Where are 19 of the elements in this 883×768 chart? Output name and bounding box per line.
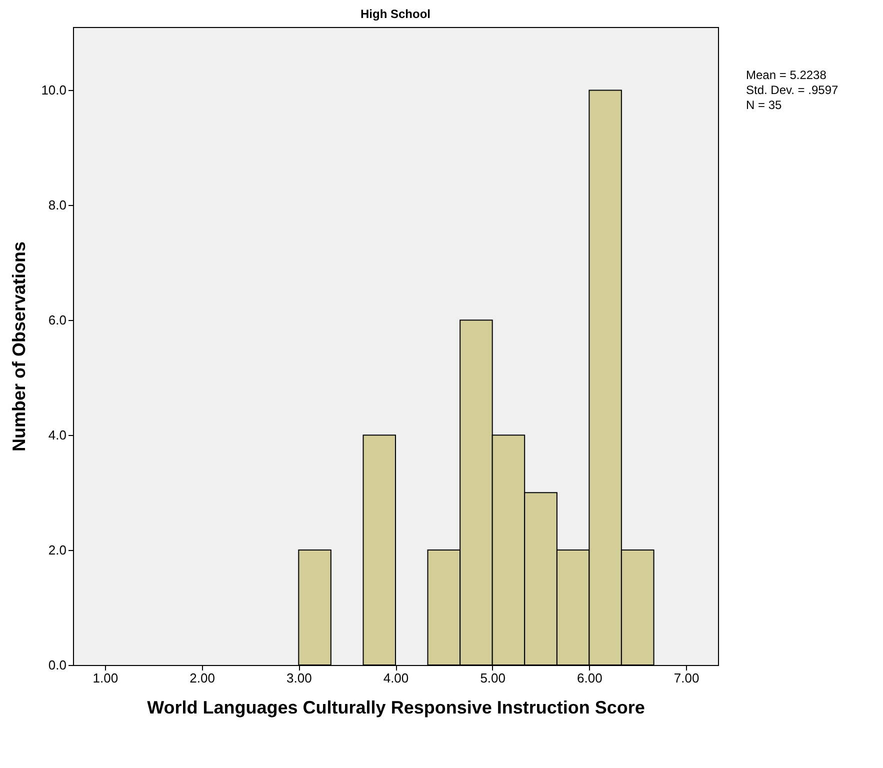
x-tick-label: 7.00 <box>674 670 700 686</box>
y-tick-label: 0.0 <box>48 658 66 672</box>
y-tick-label: 2.0 <box>48 542 66 558</box>
text: Mean = 5.2238 <box>746 68 828 83</box>
text: Std. Dev. = .9597 <box>746 83 838 98</box>
x-tick-label: 4.00 <box>383 670 409 686</box>
x-tick-label: 5.00 <box>480 670 506 686</box>
x-tick-label: 2.00 <box>190 670 215 686</box>
x-tick-label: 1.00 <box>92 670 118 686</box>
x-tick-label: 3.00 <box>286 670 312 686</box>
y-tick-label: 10.0 <box>41 82 66 98</box>
text: N = 35 <box>746 98 783 113</box>
chart-title: High School <box>360 7 430 21</box>
y-tick-label: 8.0 <box>48 198 66 213</box>
y-tick-label: 6.0 <box>48 312 66 328</box>
y-tick-label: 4.0 <box>48 428 66 443</box>
x-axis-title: World Languages Culturally Responsive Instruction Score <box>147 698 645 718</box>
x-tick-label: 6.00 <box>577 670 602 686</box>
y-axis-title: Number of Observations <box>9 241 30 452</box>
